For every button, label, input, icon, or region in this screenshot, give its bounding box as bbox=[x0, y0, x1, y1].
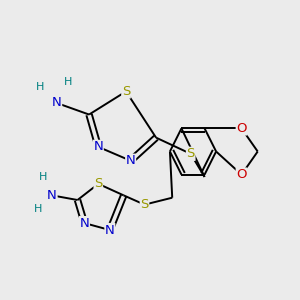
Text: S: S bbox=[122, 85, 130, 98]
Text: N: N bbox=[126, 154, 136, 167]
Text: O: O bbox=[236, 122, 247, 135]
Text: N: N bbox=[93, 140, 103, 153]
Text: N: N bbox=[47, 189, 57, 202]
Text: N: N bbox=[105, 224, 115, 236]
Text: N: N bbox=[52, 97, 62, 110]
Text: S: S bbox=[187, 147, 195, 160]
Text: H: H bbox=[34, 204, 42, 214]
Text: N: N bbox=[80, 217, 89, 230]
Text: O: O bbox=[236, 168, 247, 181]
Text: H: H bbox=[39, 172, 47, 182]
Text: H: H bbox=[64, 77, 73, 87]
Text: S: S bbox=[94, 177, 103, 190]
Text: S: S bbox=[140, 198, 149, 211]
Text: H: H bbox=[36, 82, 45, 92]
